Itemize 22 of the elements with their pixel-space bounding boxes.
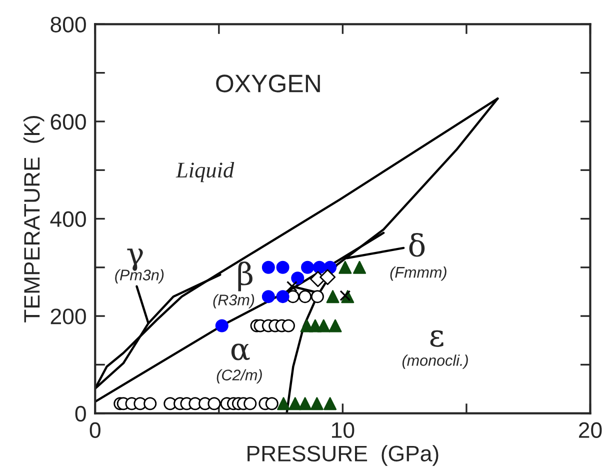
y-axis-title: TEMPERATURE (K): [23, 116, 44, 322]
y-tick-label: 800: [50, 16, 86, 32]
annotation: (Fmmm): [390, 266, 446, 281]
annotation: (C2/m): [216, 369, 262, 384]
y-tick-label: 200: [50, 308, 86, 324]
annotation: β: [238, 261, 252, 292]
y-tick-label: 0: [75, 406, 86, 422]
annotation: (monocli.): [402, 354, 468, 369]
y-tick-label: 600: [50, 114, 86, 130]
annotation: α: [231, 344, 250, 360]
x-tick-label: 10: [332, 422, 354, 438]
x-axis-title: PRESSURE (GPa): [248, 445, 438, 466]
y-tick-label: 400: [50, 211, 86, 228]
annotation: ε: [430, 330, 444, 347]
annotation: OXYGEN: [216, 74, 320, 92]
x-tick-label: 20: [579, 422, 602, 438]
x-tick-label: 0: [90, 422, 100, 438]
annotation: δ: [409, 232, 425, 257]
annotation: (Pm3n): [115, 269, 164, 284]
annotation: (R3m): [213, 294, 254, 308]
annotation: Liquid: [176, 162, 234, 182]
annotation: γ: [127, 248, 143, 271]
